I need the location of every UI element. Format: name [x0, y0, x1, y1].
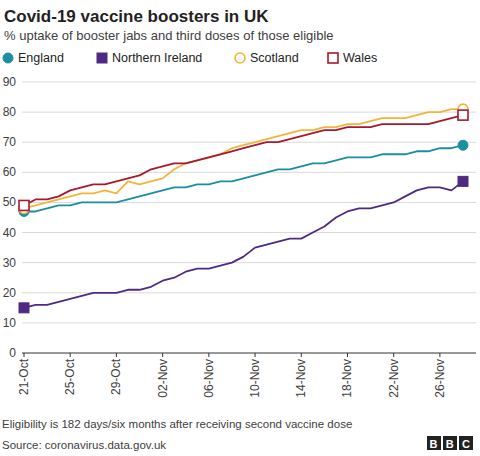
subtitle: % uptake of booster jabs and third doses…: [4, 28, 334, 43]
legend-label: Northern Ireland: [112, 51, 202, 65]
series-line: [24, 109, 463, 208]
x-tick-label: 10-Nov: [248, 359, 262, 398]
x-tick-label: 22-Nov: [387, 359, 401, 398]
y-tick-label: 30: [3, 256, 17, 270]
legend-label: Scotland: [250, 51, 299, 65]
y-tick-label: 40: [3, 226, 17, 240]
x-tick-label: 25-Oct: [63, 358, 77, 395]
end-marker: [458, 176, 468, 186]
grid-line: [22, 82, 476, 83]
end-marker: [458, 110, 468, 120]
x-tick: [255, 353, 256, 357]
axis-line: [22, 353, 476, 354]
x-tick: [116, 353, 117, 357]
x-tick: [208, 353, 209, 357]
legend-marker: [328, 53, 338, 63]
x-tick-label: 29-Oct: [109, 358, 123, 395]
x-tick-label: 14-Nov: [294, 359, 308, 398]
x-tick: [301, 353, 302, 357]
y-tick-label: 90: [3, 75, 17, 89]
x-tick: [439, 353, 440, 357]
grid-line: [22, 112, 476, 113]
x-tick: [162, 353, 163, 357]
series-line: [24, 115, 463, 205]
x-tick-label: 21-Oct: [17, 358, 31, 395]
y-tick-label: 80: [3, 105, 17, 119]
markers: [19, 104, 468, 313]
legend-marker: [3, 53, 13, 63]
x-tick: [24, 353, 25, 357]
series-line: [24, 181, 463, 307]
x-tick-label: 02-Nov: [156, 359, 170, 398]
grid-line: [22, 232, 476, 233]
grid-line: [22, 262, 476, 263]
legend-marker: [235, 53, 245, 63]
x-tick-label: 06-Nov: [202, 359, 216, 398]
end-marker: [458, 140, 468, 150]
grid-line: [22, 322, 476, 323]
grid-line: [22, 172, 476, 173]
x-tick-label: 18-Nov: [340, 359, 354, 398]
y-tick-label: 50: [3, 195, 17, 209]
source: Source: coronavirus.data.gov.uk: [2, 439, 166, 451]
x-tick: [347, 353, 348, 357]
x-tick: [393, 353, 394, 357]
y-tick-label: 70: [3, 135, 17, 149]
y-tick-label: 20: [3, 286, 17, 300]
legend-label: Wales: [343, 51, 377, 65]
end-marker: [19, 303, 29, 313]
y-tick-label: 10: [3, 316, 17, 330]
y-tick-label: 60: [3, 165, 17, 179]
footnote: Eligibility is 182 days/six months after…: [2, 418, 352, 430]
logo: BBC: [430, 438, 479, 450]
plot-area: [24, 109, 463, 308]
x-tick-label: 26-Nov: [433, 359, 447, 398]
chart: Covid-19 vaccine boosters in UK % uptake …: [0, 0, 480, 456]
end-marker: [19, 200, 29, 210]
x-tick: [70, 353, 71, 357]
title: Covid-19 vaccine boosters in UK: [4, 7, 269, 26]
y-tick-label: 0: [9, 346, 16, 360]
legend-label: England: [18, 51, 64, 65]
grid-line: [22, 142, 476, 143]
legend-marker: [97, 53, 107, 63]
